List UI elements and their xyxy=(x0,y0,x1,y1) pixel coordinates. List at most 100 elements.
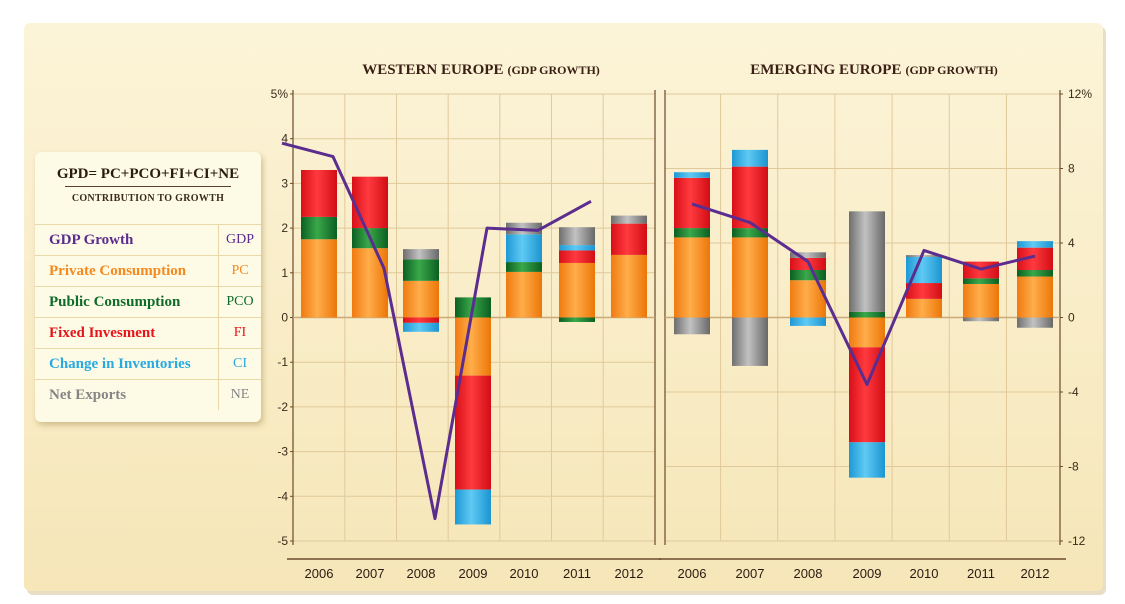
legend-row-ne: Net Exports NE xyxy=(35,379,261,410)
y-tick-label: 2 xyxy=(281,221,288,235)
bar-segment xyxy=(790,252,826,258)
bar-segment xyxy=(849,347,885,443)
x-tick-label: 2012 xyxy=(615,566,644,581)
bar-segment xyxy=(963,317,999,322)
east-title: EMERGING EUROPE (GDP GROWTH) xyxy=(750,62,998,78)
y-tick-label: 3 xyxy=(281,176,288,190)
west-title-main: WESTERN EUROPE xyxy=(362,62,503,78)
bar-segment xyxy=(790,317,826,326)
bar-segment xyxy=(732,317,768,366)
bar-segment xyxy=(352,248,388,318)
west-title: WESTERN EUROPE (GDP GROWTH) xyxy=(362,62,600,78)
x-tick-label: 2011 xyxy=(967,566,995,581)
bar-segment xyxy=(1017,247,1053,271)
y-tick-label: -1 xyxy=(277,355,288,369)
bar-segment xyxy=(1017,270,1053,277)
bar-segment xyxy=(732,149,768,167)
bar-segment xyxy=(611,223,647,255)
bar-segment xyxy=(403,322,439,332)
y-tick-label: 0 xyxy=(1068,311,1075,325)
bar-segment xyxy=(352,176,388,229)
legend-row-gdp: GDP Growth GDP xyxy=(35,224,261,256)
bar-segment xyxy=(790,270,826,281)
legend-abbr-gdp: GDP xyxy=(218,224,261,256)
legend-abbr-pco: PCO xyxy=(218,286,261,318)
x-tick-label: 2009 xyxy=(853,566,882,581)
bar-segment xyxy=(1017,241,1053,248)
legend-abbr-ci: CI xyxy=(218,348,261,380)
bar-segment xyxy=(732,237,768,318)
x-tick-label: 2008 xyxy=(407,566,436,581)
bar-segment xyxy=(403,317,439,323)
gdp-lines xyxy=(281,141,1036,521)
x-tick-label: 2009 xyxy=(459,566,488,581)
bar-segment xyxy=(906,298,942,318)
legend-divider xyxy=(65,186,231,187)
bar-segment xyxy=(455,317,491,376)
bar-segment xyxy=(674,172,710,178)
east-title-sub: (GDP GROWTH) xyxy=(905,63,997,77)
east-title-main: EMERGING EUROPE xyxy=(750,62,901,78)
x-tick-label: 2007 xyxy=(736,566,765,581)
legend-label-pco: Public Consumption xyxy=(35,286,219,318)
y-tick-label: -4 xyxy=(1068,385,1079,399)
y-tick-label: -4 xyxy=(277,489,288,503)
bar-segment xyxy=(963,278,999,284)
y-tick-label: 1 xyxy=(281,266,288,280)
west-title-sub: (GDP GROWTH) xyxy=(507,63,599,77)
bar-segment xyxy=(301,169,337,217)
bar-segment xyxy=(849,442,885,478)
bar-segment xyxy=(674,317,710,335)
bar-segment xyxy=(849,211,885,312)
bar-segment xyxy=(963,283,999,318)
bar-segment xyxy=(849,311,885,318)
y-tick-label: 5% xyxy=(271,87,289,101)
bar-segment xyxy=(906,283,942,299)
bar-segment xyxy=(611,254,647,318)
bar-segment xyxy=(506,271,542,318)
bar-segment xyxy=(301,239,337,318)
y-tick-label: 12% xyxy=(1068,87,1092,101)
bar-segment xyxy=(1017,317,1053,328)
legend-label-pc: Private Consumption xyxy=(35,255,219,287)
bar-segment xyxy=(403,259,439,281)
gdp-growth-line xyxy=(281,141,592,521)
y-tick-label: 4 xyxy=(1068,236,1075,250)
y-tick-label: 0 xyxy=(281,311,288,325)
axis-labels: 5% 4 3 2 1 0 -1 -2 -3 -4 -5 2006 2007 2008 2009 2010 201… xyxy=(271,87,1093,581)
x-tick-label: 2007 xyxy=(356,566,385,581)
x-tick-label: 2012 xyxy=(1021,566,1050,581)
legend-row-fi: Fixed Invesment FI xyxy=(35,317,261,349)
legend-label-fi: Fixed Invesment xyxy=(35,317,219,349)
bar-segment xyxy=(403,249,439,260)
legend-table: GDP Growth GDP Private Consumption PC Pu… xyxy=(35,224,261,410)
bar-segment xyxy=(455,489,491,525)
legend: GPD= PC+PCO+FI+CI+NE CONTRIBUTION TO GRO… xyxy=(35,152,261,422)
legend-abbr-pc: PC xyxy=(218,255,261,287)
x-tick-label: 2006 xyxy=(305,566,334,581)
bar-segment xyxy=(403,280,439,318)
bar-segment xyxy=(674,237,710,318)
legend-subtitle: CONTRIBUTION TO GROWTH xyxy=(71,193,225,204)
legend-label-ne: Net Exports xyxy=(35,379,219,410)
x-tick-label: 2006 xyxy=(678,566,707,581)
gdp-growth-line xyxy=(691,202,1036,387)
legend-abbr-fi: FI xyxy=(218,317,261,349)
bar-segment xyxy=(611,215,647,224)
bar-segment xyxy=(674,177,710,229)
y-tick-label: -2 xyxy=(277,400,288,414)
bar-segment xyxy=(849,317,885,348)
bar-segment xyxy=(559,262,595,318)
y-tick-label: -12 xyxy=(1068,534,1086,548)
bar-segment xyxy=(506,234,542,263)
bar-segment xyxy=(455,375,491,490)
legend-row-pc: Private Consumption PC xyxy=(35,255,261,287)
bar-segment xyxy=(732,228,768,238)
x-tick-label: 2008 xyxy=(794,566,823,581)
bar-segment xyxy=(559,245,595,251)
y-tick-label: -3 xyxy=(277,445,288,459)
legend-label-gdp: GDP Growth xyxy=(35,224,219,256)
x-tick-label: 2010 xyxy=(510,566,539,581)
